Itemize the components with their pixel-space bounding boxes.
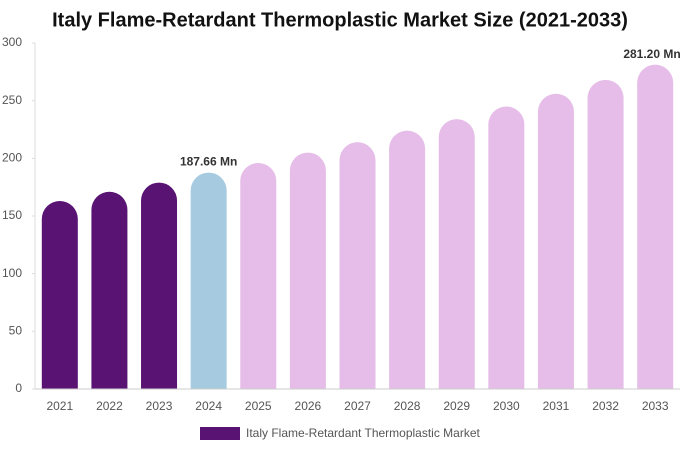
x-tick-label: 2029 <box>443 399 470 413</box>
x-tick-label: 2023 <box>146 399 173 413</box>
x-tick-label: 2025 <box>245 399 272 413</box>
bar <box>339 142 376 389</box>
y-tick-label: 250 <box>2 93 22 107</box>
x-tick-label: 2027 <box>344 399 371 413</box>
bar <box>190 172 227 389</box>
value-label: 281.20 Mn <box>623 47 680 61</box>
x-tick-label: 2028 <box>394 399 421 413</box>
x-tick-label: 2022 <box>96 399 123 413</box>
y-tick-label: 200 <box>2 151 22 165</box>
bar <box>587 79 624 389</box>
x-tick-label: 2024 <box>195 399 222 413</box>
value-label: 187.66 Mn <box>180 155 237 169</box>
bar <box>240 162 277 389</box>
legend-swatch <box>200 427 240 440</box>
chart-title: Italy Flame-Retardant Thermoplastic Mark… <box>52 9 628 31</box>
y-tick-label: 50 <box>9 324 23 338</box>
y-tick-label: 300 <box>2 35 22 49</box>
y-tick-label: 0 <box>15 381 22 395</box>
bar <box>488 106 525 389</box>
bar <box>389 130 426 389</box>
x-tick-label: 2026 <box>295 399 322 413</box>
x-tick-label: 2030 <box>493 399 520 413</box>
bar <box>637 64 674 389</box>
legend-label: Italy Flame-Retardant Thermoplastic Mark… <box>246 426 481 440</box>
y-tick-label: 150 <box>2 208 22 222</box>
x-tick-label: 2031 <box>543 399 570 413</box>
bar <box>289 152 326 389</box>
bar <box>438 119 475 389</box>
x-tick-label: 2032 <box>592 399 619 413</box>
bar <box>141 182 178 389</box>
bar <box>537 93 574 389</box>
x-tick-label: 2033 <box>642 399 669 413</box>
y-tick-label: 100 <box>2 266 22 280</box>
bar <box>91 191 128 389</box>
x-tick-label: 2021 <box>46 399 73 413</box>
bar <box>41 201 78 389</box>
